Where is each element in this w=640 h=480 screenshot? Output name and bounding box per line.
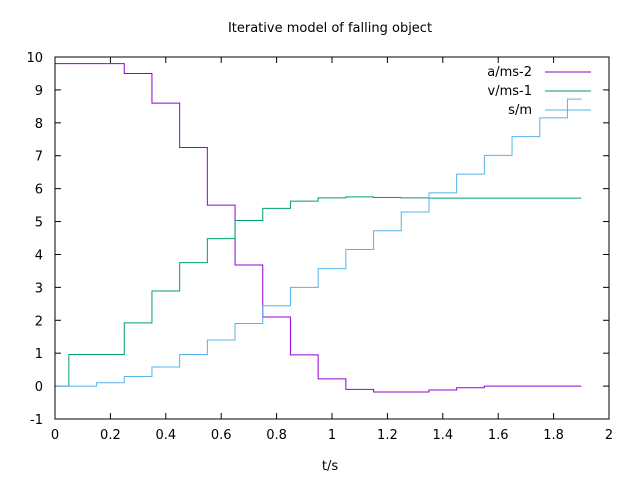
y-tick-label: 1 xyxy=(35,347,43,362)
x-tick-label: 2 xyxy=(605,428,613,443)
y-tick-label: 0 xyxy=(35,380,43,395)
chart-title: Iterative model of falling object xyxy=(228,21,432,36)
y-tick-label: 2 xyxy=(35,314,43,329)
series-lines xyxy=(55,63,582,393)
legend-label: v/ms-1 xyxy=(488,84,532,99)
axis-ticks: 0 0.2 0.4 0.6 0.8 1 1.2 1.4 1.6 1.8 2 -1 0 1 2 3 4 5 6 7 8 9 1… xyxy=(26,51,613,443)
legend: a/ms-2 v/ms-1 s/m xyxy=(487,65,591,118)
x-tick-label: 0 xyxy=(51,428,59,443)
x-tick-label: 1 xyxy=(328,428,336,443)
x-tick-label: 1.4 xyxy=(432,428,453,443)
y-tick-label: 6 xyxy=(35,183,43,198)
y-tick-label: 7 xyxy=(35,150,43,165)
series-line-2 xyxy=(55,98,582,387)
x-tick-label: 0.6 xyxy=(211,428,232,443)
y-tick-label: 8 xyxy=(35,117,43,132)
y-tick-label: 4 xyxy=(35,248,43,263)
x-tick-label: 0.8 xyxy=(266,428,287,443)
legend-label: a/ms-2 xyxy=(487,65,532,80)
y-tick-label: -1 xyxy=(30,413,43,428)
x-tick-label: 1.2 xyxy=(377,428,398,443)
legend-label: s/m xyxy=(508,103,532,118)
y-tick-label: 5 xyxy=(35,216,43,231)
x-tick-label: 1.8 xyxy=(543,428,564,443)
series-line-0 xyxy=(55,63,582,393)
x-tick-label: 0.4 xyxy=(155,428,176,443)
y-tick-label: 3 xyxy=(35,281,43,296)
x-axis-label: t/s xyxy=(322,459,338,474)
series-line-1 xyxy=(55,196,582,387)
y-tick-label: 9 xyxy=(35,84,43,99)
x-tick-label: 0.2 xyxy=(100,428,121,443)
plot-frame xyxy=(54,56,610,420)
x-tick-label: 1.6 xyxy=(488,428,509,443)
y-tick-label: 10 xyxy=(26,51,43,66)
